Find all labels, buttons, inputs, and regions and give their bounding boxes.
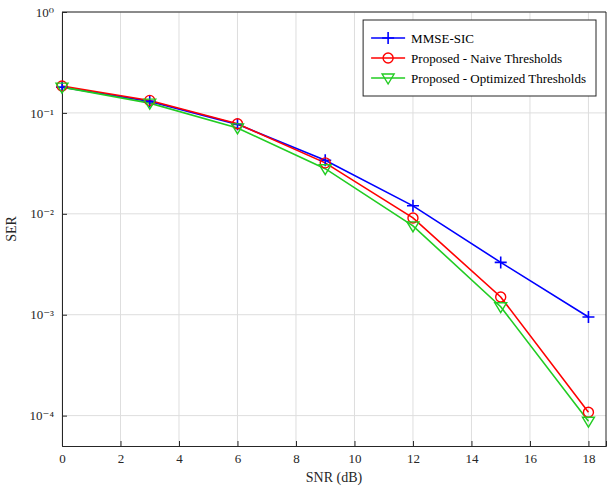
y-tick-label: 10⁻² xyxy=(30,206,54,221)
x-tick-label: 10 xyxy=(348,451,361,466)
x-tick: 2 xyxy=(118,441,125,466)
series-line xyxy=(62,86,588,412)
x-grid-line xyxy=(354,12,355,446)
x-tick-label: 12 xyxy=(407,451,420,466)
x-tick-mark xyxy=(237,441,238,446)
lines xyxy=(62,86,588,421)
x-axis: 0 2 4 6 8 10 12 14 16 18 xyxy=(59,441,606,466)
x-tick-label: 16 xyxy=(524,451,538,466)
series-marker xyxy=(56,81,68,93)
series-marker xyxy=(582,417,594,427)
x-tick-label: 0 xyxy=(59,451,66,466)
x-tick: 12 xyxy=(407,441,420,466)
y-tick: 10⁻¹ xyxy=(30,106,67,121)
y-tick-label: 10⁻¹ xyxy=(30,106,54,121)
x-tick: 4 xyxy=(176,441,183,466)
y-grid-line xyxy=(62,213,606,214)
y-grid-line xyxy=(62,314,606,315)
x-grid-line xyxy=(295,12,296,446)
x-tick-label: 14 xyxy=(465,451,479,466)
legend-label: MMSE-SIC xyxy=(411,31,474,46)
y-grid-line xyxy=(62,12,606,13)
y-tick-label: 10⁻⁴ xyxy=(30,408,55,423)
series-marker xyxy=(144,99,156,109)
x-axis-line xyxy=(63,441,607,447)
series-line xyxy=(62,87,588,317)
x-grid-line xyxy=(120,12,121,446)
x-tick-label: 18 xyxy=(582,451,595,466)
x-tick-mark xyxy=(354,441,355,446)
y-tick-mark xyxy=(62,416,67,417)
legend-label: Proposed - Naive Thresholds xyxy=(411,51,562,66)
series-line xyxy=(62,87,588,421)
series-marker xyxy=(407,200,419,212)
series-marker xyxy=(583,407,593,417)
plot-area: 0 2 4 6 8 10 12 14 16 18 10⁻⁴ 10⁻³ 10⁻² 10⁻¹ 10⁰ MMSE-S… xyxy=(30,5,607,467)
x-tick-mark xyxy=(296,441,297,446)
y-tick: 10⁻² xyxy=(30,206,67,221)
chart: 0 2 4 6 8 10 12 14 16 18 10⁻⁴ 10⁻³ 10⁻² 10⁻¹ 10⁰ MMSE-S… xyxy=(0,0,616,488)
y-tick-label: 10⁰ xyxy=(36,5,54,20)
x-tick: 16 xyxy=(524,441,538,466)
x-tick-mark xyxy=(413,441,414,446)
y-grid-line xyxy=(62,112,606,113)
y-axis-line xyxy=(63,13,68,447)
x-tick-mark xyxy=(179,441,180,446)
legend-box xyxy=(363,20,596,96)
x-tick-mark xyxy=(471,441,472,446)
x-tick: 8 xyxy=(293,441,300,466)
x-tick: 6 xyxy=(235,441,242,466)
x-tick-label: 2 xyxy=(118,451,125,466)
series-marker xyxy=(231,124,243,134)
legend-marker xyxy=(383,53,393,63)
legend: MMSE-SIC Proposed - Naive Thresholds Propo… xyxy=(363,20,596,96)
x-tick-mark xyxy=(530,441,531,446)
grid xyxy=(62,12,606,446)
x-grid-line xyxy=(178,12,179,446)
frame-right xyxy=(606,12,607,446)
x-tick: 10 xyxy=(348,441,361,466)
x-tick-label: 6 xyxy=(235,451,242,466)
y-axis: 10⁻⁴ 10⁻³ 10⁻² 10⁻¹ 10⁰ xyxy=(30,5,67,447)
series-marker xyxy=(582,311,594,323)
x-tick-mark xyxy=(588,441,589,446)
y-tick: 10⁻³ xyxy=(30,307,67,322)
x-grid-line xyxy=(237,12,238,446)
y-tick-mark xyxy=(62,214,67,215)
markers xyxy=(56,81,594,427)
x-tick: 18 xyxy=(582,441,595,466)
x-tick-label: 4 xyxy=(176,451,183,466)
y-tick-mark xyxy=(62,315,67,316)
y-grid-line xyxy=(62,415,606,416)
y-axis-title: SER xyxy=(4,216,19,242)
x-tick: 14 xyxy=(465,441,479,466)
legend-line xyxy=(371,57,405,59)
legend-label: Proposed - Optimized Thresholds xyxy=(411,71,586,86)
x-axis-title: SNR (dB) xyxy=(306,470,363,486)
series-marker xyxy=(495,256,507,268)
y-tick: 10⁻⁴ xyxy=(30,408,67,423)
legend-line xyxy=(371,77,405,79)
series-marker xyxy=(496,292,506,302)
legend-marker xyxy=(382,32,394,44)
x-tick-label: 8 xyxy=(293,451,300,466)
series-marker xyxy=(56,83,68,93)
series-marker xyxy=(407,222,419,232)
series-marker xyxy=(495,303,507,313)
legend-marker xyxy=(382,74,394,84)
y-tick-label: 10⁻³ xyxy=(30,307,54,322)
frame-top xyxy=(62,12,606,13)
series-marker xyxy=(319,165,331,175)
series-marker xyxy=(320,158,330,168)
series-marker xyxy=(57,81,67,91)
y-tick-mark xyxy=(62,113,67,114)
plot-background xyxy=(62,12,606,446)
x-tick-mark xyxy=(120,441,121,446)
